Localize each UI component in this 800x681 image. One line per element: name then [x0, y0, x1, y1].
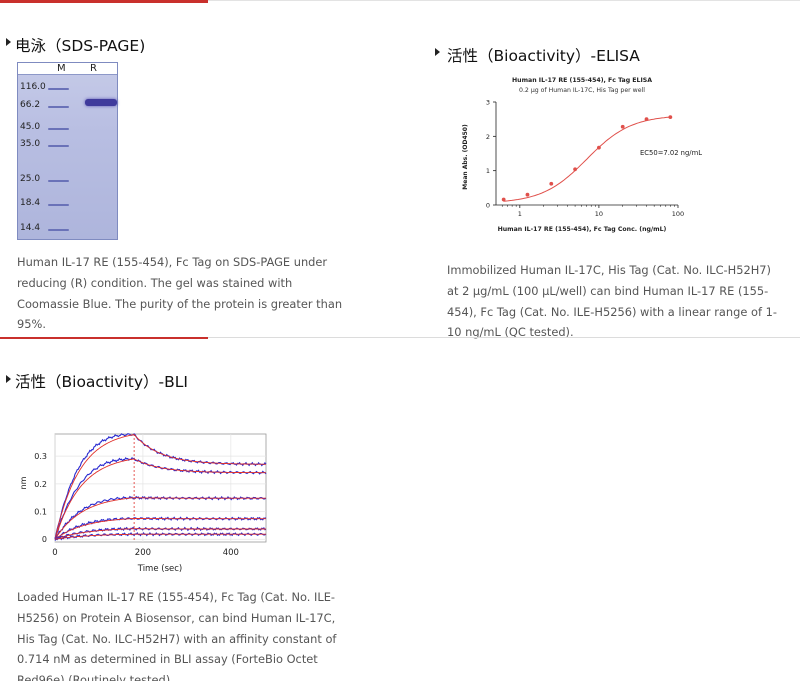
bli-plot-frame	[54, 433, 267, 543]
marker-band	[48, 204, 69, 206]
elisa-chart: Human IL-17 RE (155-454), Fc Tag ELISA 0…	[462, 77, 702, 233]
elisa-data-point	[644, 117, 649, 122]
divider-accent-bar	[0, 337, 208, 339]
lane-m-label: M	[57, 63, 66, 74]
marker-band	[48, 180, 69, 182]
elisa-ec50-annotation: EC50=7.02 ng/mL	[640, 149, 702, 157]
bullet-icon	[6, 375, 11, 383]
marker-band	[48, 128, 69, 130]
marker-label: 66.2	[20, 100, 41, 110]
elisa-title: 活性（Bioactivity）-ELISA	[447, 47, 640, 65]
bli-fit-curve	[54, 533, 266, 540]
elisa-x-axis-label: Human IL-17 RE (155-454), Fc Tag Conc. (…	[498, 226, 667, 233]
elisa-x-tick-label: 10	[595, 210, 603, 218]
bli-chart: nm Time (sec) 0 0.1 0.2 0.3 0 200 400	[19, 433, 267, 574]
bli-description: Loaded Human IL-17 RE (155-454), Fc Tag …	[17, 590, 337, 681]
elisa-data-point	[525, 192, 530, 197]
bli-sensorgram-trace	[54, 495, 267, 540]
sds-page-description: Human IL-17 RE (155-454), Fc Tag on SDS-…	[17, 255, 343, 332]
bli-y-tick-label: 0.2	[34, 480, 47, 489]
bullet-icon	[435, 48, 440, 56]
bli-y-tick-label: 0.1	[34, 508, 47, 517]
marker-label: 18.4	[20, 198, 41, 208]
elisa-data-point	[668, 115, 673, 120]
marker-band	[48, 88, 69, 90]
top-accent-bar	[0, 0, 208, 3]
elisa-description: Immobilized Human IL-17C, His Tag (Cat. …	[447, 263, 777, 340]
marker-label: 14.4	[20, 223, 41, 233]
marker-label: 35.0	[20, 139, 41, 149]
marker-label: 116.0	[20, 82, 46, 92]
bli-x-tick-label: 400	[223, 548, 239, 558]
bli-title: 活性（Bioactivity）-BLI	[15, 373, 188, 391]
bli-x-tick-label: 200	[135, 548, 151, 558]
marker-band	[48, 229, 69, 231]
bli-fit-curve	[54, 528, 266, 540]
elisa-y-tick-label: 3	[486, 99, 490, 107]
sds-page-title: 电泳（SDS-PAGE)	[15, 37, 146, 55]
elisa-chart-subtitle: 0.2 μg of Human IL-17C, His Tag per well	[519, 87, 645, 94]
bli-fit-curve	[54, 434, 266, 540]
bli-fit-curve	[54, 458, 266, 540]
elisa-data-point	[573, 167, 577, 172]
elisa-data-point	[620, 124, 625, 129]
elisa-data-point	[597, 145, 601, 150]
elisa-y-tick-label: 0	[486, 202, 490, 210]
elisa-x-tick-label: 1	[518, 210, 522, 218]
bli-y-axis-label: nm	[19, 476, 28, 489]
sample-band	[85, 99, 117, 106]
marker-band	[48, 145, 69, 147]
sds-page-gel-image: M R 116.0 66.2 45.0 35.0 25.0 18.4 14.4	[17, 62, 118, 240]
bullet-icon	[6, 38, 11, 46]
top-rule	[0, 0, 800, 1]
elisa-data-point	[549, 181, 554, 186]
elisa-y-tick-label: 2	[486, 133, 490, 141]
section-divider	[0, 337, 800, 338]
bli-x-tick-label: 0	[52, 548, 57, 558]
marker-label: 45.0	[20, 122, 41, 132]
bli-x-axis-label: Time (sec)	[137, 564, 182, 574]
marker-band	[48, 106, 69, 108]
elisa-x-tick-label: 100	[672, 210, 684, 218]
elisa-y-axis-label: Mean Abs. (OD450)	[462, 124, 469, 190]
elisa-data-point	[501, 197, 506, 202]
elisa-y-tick-label: 1	[486, 167, 490, 175]
bli-fit-curve	[54, 497, 266, 540]
bli-y-tick-label: 0.3	[34, 452, 47, 461]
marker-label: 25.0	[20, 174, 41, 184]
elisa-fit-curve	[503, 116, 671, 202]
elisa-chart-title: Human IL-17 RE (155-454), Fc Tag ELISA	[512, 77, 652, 84]
bli-fit-curve	[54, 518, 266, 540]
lane-r-label: R	[90, 63, 97, 74]
bli-y-tick-label: 0	[42, 535, 47, 544]
